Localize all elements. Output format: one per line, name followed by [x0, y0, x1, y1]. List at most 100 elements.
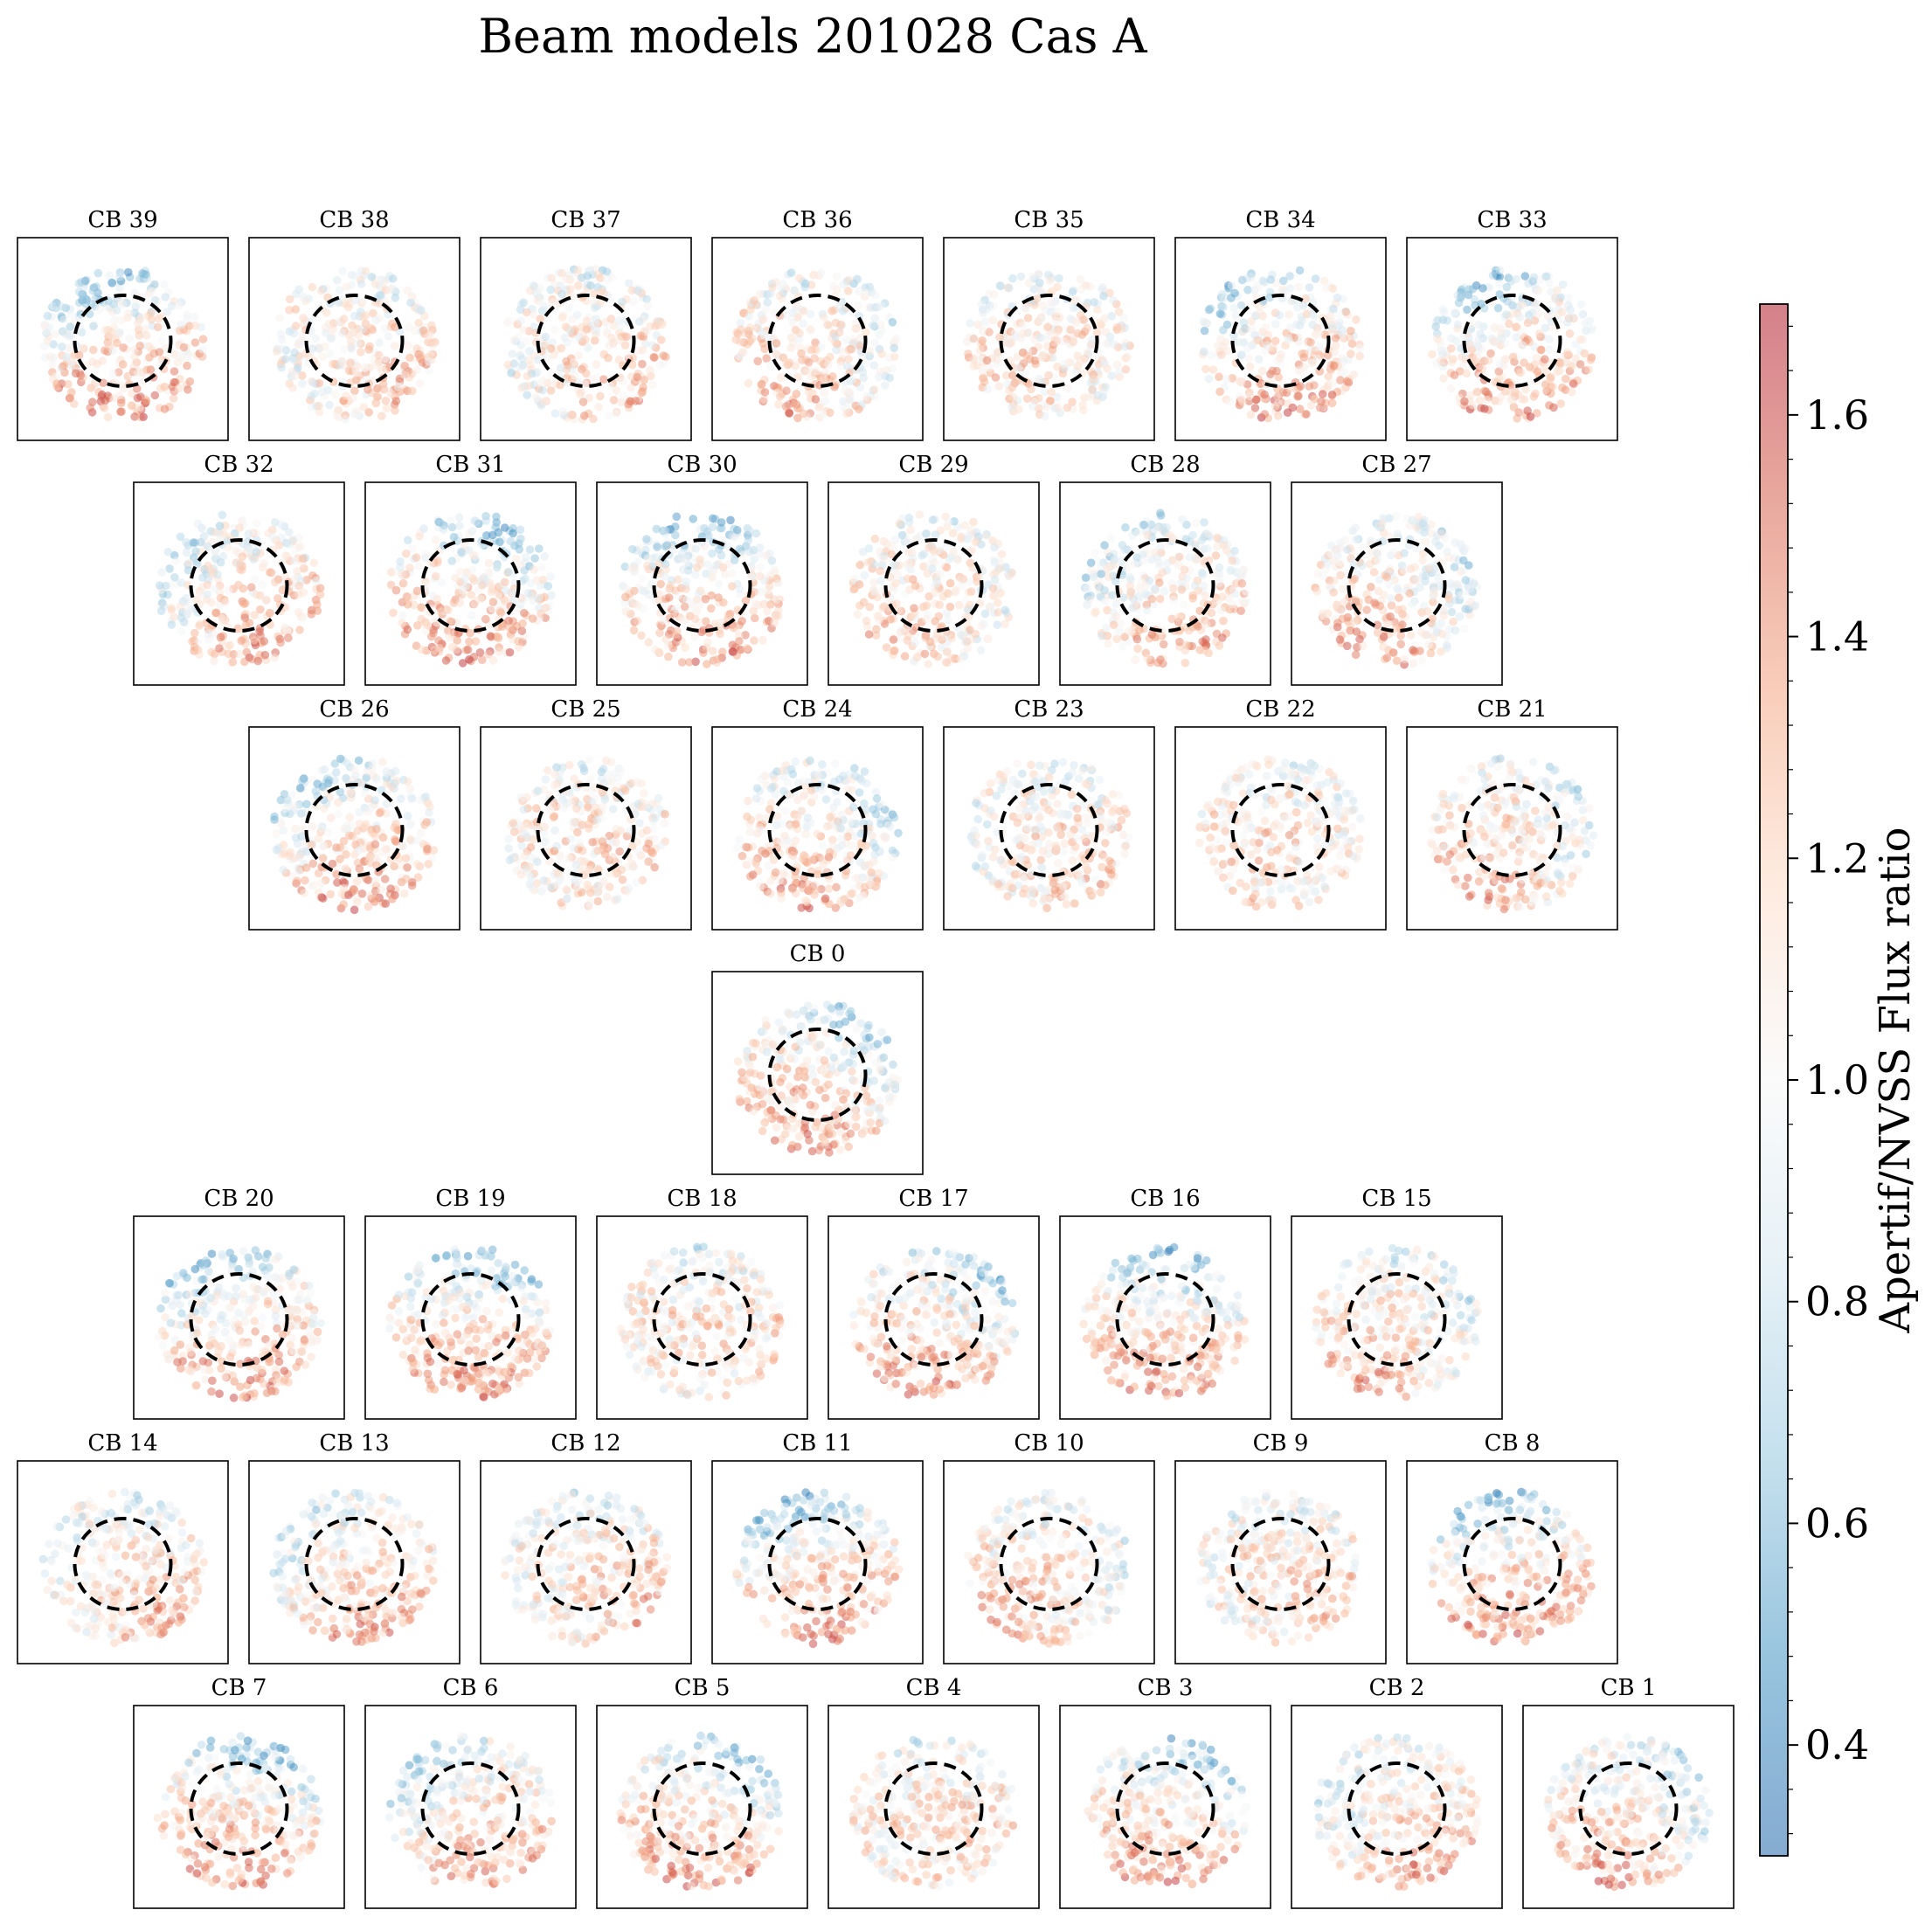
data-point [318, 854, 328, 862]
data-point [148, 287, 156, 295]
data-point [677, 658, 687, 667]
data-point [1478, 364, 1487, 374]
data-point [1260, 410, 1270, 419]
data-point [821, 397, 830, 405]
data-point [1169, 595, 1179, 605]
data-point [167, 301, 177, 310]
data-point [519, 298, 528, 308]
data-point [375, 808, 384, 818]
data-point [541, 603, 551, 612]
data-point [971, 537, 980, 547]
data-point [203, 590, 212, 599]
data-point [1099, 292, 1108, 301]
data-point [1155, 594, 1165, 604]
panel-label: CB 28 [1130, 452, 1200, 478]
data-point [875, 330, 883, 340]
data-point [375, 338, 384, 348]
data-point [353, 339, 363, 348]
data-point [240, 613, 250, 622]
data-point [357, 889, 367, 898]
data-point [118, 300, 128, 308]
data-point [298, 776, 307, 785]
data-point [859, 373, 869, 383]
data-point [360, 363, 370, 373]
data-point [422, 620, 431, 629]
data-point [1562, 350, 1571, 360]
data-point [1343, 545, 1352, 554]
beam-panel: CB 37 [480, 207, 692, 441]
data-point [1151, 633, 1160, 641]
data-point [757, 379, 766, 389]
data-point [1355, 351, 1364, 361]
data-point [517, 354, 527, 363]
data-point [505, 623, 514, 632]
data-point [43, 311, 52, 321]
data-point [137, 313, 146, 322]
data-point [268, 532, 277, 541]
data-point [382, 768, 391, 778]
data-point [1460, 397, 1469, 406]
panel-label: CB 27 [1361, 452, 1431, 478]
data-point [563, 337, 572, 347]
data-point [664, 641, 673, 650]
data-point [1327, 398, 1337, 408]
data-point [1268, 366, 1278, 376]
data-point [820, 313, 828, 322]
data-point [1327, 322, 1337, 331]
data-point [419, 524, 428, 533]
data-point [290, 854, 299, 862]
data-point [1014, 405, 1023, 414]
data-point [1217, 289, 1227, 299]
data-point [1480, 405, 1489, 413]
data-point [1052, 336, 1062, 345]
data-point [107, 369, 117, 378]
data-point [890, 352, 899, 362]
data-point [1298, 301, 1307, 311]
data-point [640, 376, 648, 384]
data-point [978, 366, 987, 376]
data-point [958, 574, 967, 583]
data-point [516, 525, 525, 535]
data-point [1215, 387, 1224, 397]
data-point [762, 606, 772, 616]
data-point [1245, 362, 1255, 371]
data-point [596, 391, 605, 401]
data-point [922, 614, 931, 624]
data-point [198, 345, 207, 355]
data-point [1385, 564, 1395, 573]
data-point [517, 626, 527, 635]
data-point [1036, 315, 1046, 324]
data-point [170, 349, 179, 359]
data-point [1155, 562, 1164, 571]
data-point [1042, 402, 1051, 412]
data-point [1388, 648, 1398, 657]
data-point [404, 536, 412, 545]
data-point [993, 620, 1002, 629]
data-point [317, 893, 326, 902]
data-point [530, 565, 538, 574]
data-point [580, 412, 589, 420]
data-point [637, 388, 647, 398]
data-point [211, 528, 219, 536]
data-point [758, 636, 767, 645]
data-point [1451, 626, 1460, 635]
data-point [673, 575, 682, 585]
data-point [272, 829, 281, 839]
data-point [1054, 403, 1063, 412]
data-point [1313, 324, 1323, 333]
beam-panel: CB 39 [17, 207, 229, 441]
data-point [270, 815, 279, 824]
data-point [351, 295, 361, 305]
data-point [1341, 308, 1351, 316]
data-point [692, 563, 702, 572]
data-point [640, 586, 649, 596]
data-point [311, 334, 321, 343]
data-point [799, 409, 808, 419]
data-point [321, 343, 329, 351]
data-point [482, 531, 491, 540]
data-point [897, 626, 906, 634]
data-point [862, 391, 870, 401]
data-point [1541, 385, 1551, 395]
data-point [738, 348, 747, 356]
data-point [1095, 578, 1104, 586]
